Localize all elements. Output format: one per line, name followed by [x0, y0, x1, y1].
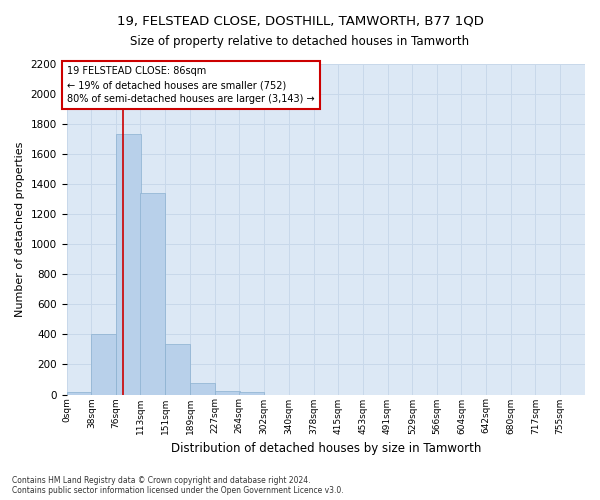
Bar — [116, 134, 141, 394]
X-axis label: Distribution of detached houses by size in Tamworth: Distribution of detached houses by size … — [170, 442, 481, 455]
Bar — [215, 391, 240, 394]
Bar — [140, 193, 165, 394]
Text: 19 FELSTEAD CLOSE: 86sqm
← 19% of detached houses are smaller (752)
80% of semi-: 19 FELSTEAD CLOSE: 86sqm ← 19% of detach… — [67, 66, 315, 104]
Bar — [239, 392, 264, 394]
Bar — [190, 383, 215, 394]
Bar — [165, 344, 190, 395]
Text: Contains HM Land Registry data © Crown copyright and database right 2024.
Contai: Contains HM Land Registry data © Crown c… — [12, 476, 344, 495]
Text: Size of property relative to detached houses in Tamworth: Size of property relative to detached ho… — [130, 35, 470, 48]
Y-axis label: Number of detached properties: Number of detached properties — [15, 142, 25, 317]
Bar — [67, 392, 91, 394]
Text: 19, FELSTEAD CLOSE, DOSTHILL, TAMWORTH, B77 1QD: 19, FELSTEAD CLOSE, DOSTHILL, TAMWORTH, … — [116, 15, 484, 28]
Bar — [91, 334, 116, 394]
